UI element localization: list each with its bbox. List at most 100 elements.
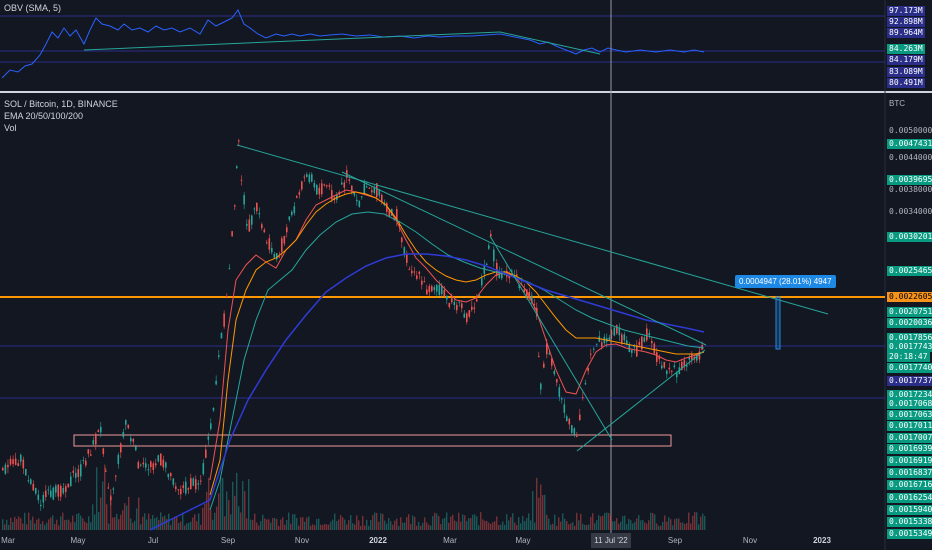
volume-bar <box>476 516 478 530</box>
symbol-title[interactable]: SOL / Bitcoin, 1D, BINANCE <box>4 99 118 109</box>
ema-indicator-title[interactable]: EMA 20/50/100/200 <box>4 111 84 121</box>
volume-bar <box>648 520 650 530</box>
candle-body <box>528 291 531 299</box>
volume-bar <box>212 519 214 530</box>
volume-bar <box>426 522 428 530</box>
candle-body <box>518 284 521 289</box>
pane-separator[interactable] <box>0 91 932 93</box>
volume-bar <box>650 512 652 530</box>
candle-body <box>553 370 556 375</box>
candle-body <box>381 195 383 202</box>
volume-bar <box>122 510 124 530</box>
candle-body <box>30 479 32 485</box>
volume-bar <box>124 503 126 530</box>
volume-bar <box>118 519 120 530</box>
volume-bar <box>152 514 154 530</box>
volume-bar <box>322 524 324 530</box>
volume-bar <box>300 517 302 530</box>
volume-bar <box>414 516 416 530</box>
candle-body <box>306 174 308 177</box>
candle-body <box>356 199 358 202</box>
price-scale-label: 0.0017234 <box>887 390 932 400</box>
descending-trendline[interactable] <box>236 144 829 315</box>
candle-body <box>187 488 190 490</box>
candle-body <box>523 289 526 293</box>
candle-body <box>55 485 57 493</box>
candle-body <box>668 367 671 370</box>
volume-bar <box>60 516 62 530</box>
volume-bar <box>20 518 22 530</box>
volume-bar <box>572 522 574 530</box>
volume-bar <box>296 518 298 530</box>
volume-bar <box>230 514 232 530</box>
volume-bar <box>214 512 216 530</box>
volume-bar <box>266 519 268 530</box>
candle-body <box>100 426 102 433</box>
candle-body <box>351 185 353 191</box>
volume-bar <box>600 516 602 530</box>
volume-bar <box>640 520 642 530</box>
triangle-lower-trendline[interactable] <box>576 349 706 452</box>
candle-body <box>180 488 182 495</box>
time-axis-tick: 2023 <box>813 536 831 545</box>
volume-bar <box>144 513 146 530</box>
obv-scale-label: 89.964M <box>887 28 925 38</box>
price-scale-label: 0.0017737 <box>887 376 932 386</box>
descending-trendline-2[interactable] <box>341 171 707 346</box>
price-scale-label: 0.0015338 <box>887 517 932 527</box>
candle-body <box>438 285 441 295</box>
candle-body <box>236 166 238 169</box>
volume-bar <box>328 524 330 530</box>
volume-bar <box>360 525 362 530</box>
volume-bar <box>258 525 260 530</box>
volume-bar <box>78 513 80 530</box>
candle-body <box>691 354 693 360</box>
volume-bar <box>642 520 644 530</box>
volume-bar <box>316 519 318 530</box>
volume-bar <box>646 523 648 530</box>
candle-body <box>538 355 540 357</box>
candle-body <box>533 303 536 306</box>
volume-bar <box>4 524 6 530</box>
volume-bar <box>542 495 544 530</box>
volume-bar <box>362 515 364 530</box>
volume-bar <box>586 525 588 530</box>
time-axis-tick: May <box>70 536 86 545</box>
volume-bar <box>402 522 404 530</box>
candle-body <box>301 181 303 190</box>
volume-bar <box>126 505 128 530</box>
candle-body <box>546 343 548 355</box>
volume-bar <box>472 514 474 530</box>
candle-body <box>87 449 90 454</box>
candle-body <box>67 483 70 488</box>
measure-range-box[interactable] <box>775 296 781 350</box>
volume-bar <box>244 491 246 530</box>
candle-body <box>7 464 9 468</box>
candle-body <box>323 184 326 186</box>
candle-body <box>483 265 486 274</box>
volume-bar <box>120 514 122 530</box>
candle-body <box>152 463 155 471</box>
candle-body <box>212 407 215 411</box>
candle-body <box>157 455 160 462</box>
volume-indicator-title[interactable]: Vol <box>4 123 17 133</box>
volume-bar <box>464 515 466 530</box>
candle-body <box>70 476 72 487</box>
candle-body <box>493 249 495 262</box>
support-zone-rect[interactable] <box>73 434 672 447</box>
candle-body <box>281 238 283 252</box>
candle-body <box>160 453 162 466</box>
volume-bar <box>28 512 30 530</box>
volume-bar <box>454 520 456 530</box>
triangle-left-trendline[interactable] <box>489 235 613 441</box>
volume-bar <box>374 512 376 530</box>
volume-bar <box>8 524 10 530</box>
obv-indicator-title[interactable]: OBV (SMA, 5) <box>4 3 62 13</box>
candle-body <box>17 463 20 467</box>
volume-bar <box>392 524 394 530</box>
candle-body <box>348 179 351 181</box>
volume-bar <box>522 516 524 530</box>
candle-body <box>9 458 12 465</box>
candle-body <box>433 287 436 291</box>
